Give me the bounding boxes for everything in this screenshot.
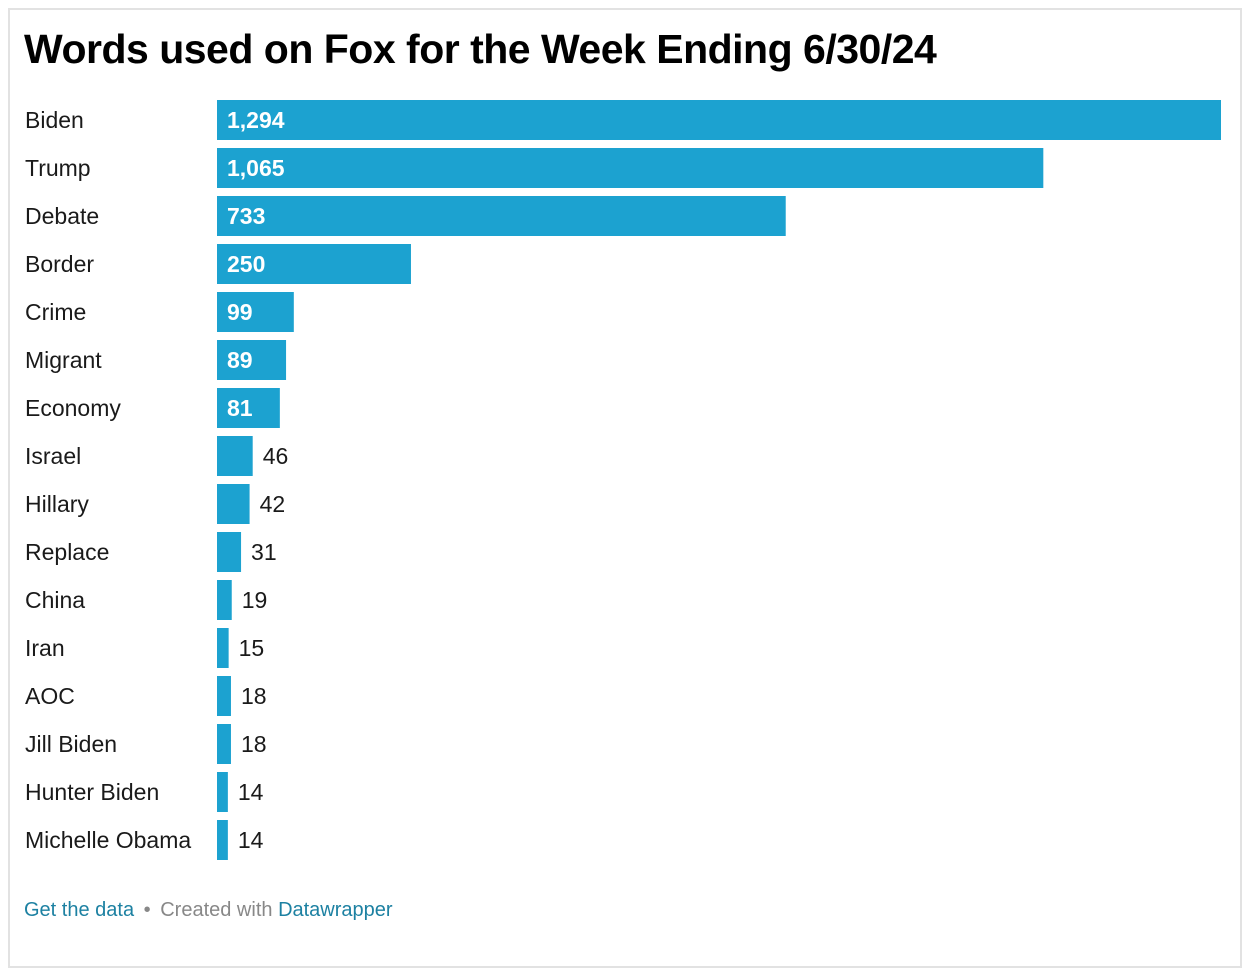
value-label-debate: 733 [227,203,265,229]
bar-aoc [217,676,231,716]
category-label-hunter-biden: Hunter Biden [25,779,159,805]
value-label-biden: 1,294 [227,107,285,133]
value-label-migrant: 89 [227,347,253,373]
bar-hillary [217,484,250,524]
created-with-text: Created with [160,899,273,921]
bar-border [217,244,411,284]
footer-separator: • [143,899,151,921]
value-label-trump: 1,065 [227,155,285,181]
value-label-replace: 31 [251,539,277,565]
value-label-iran: 15 [239,635,265,661]
category-label-debate: Debate [25,203,99,229]
category-label-border: Border [25,251,94,277]
bar-michelle-obama [217,820,228,860]
category-label-hillary: Hillary [25,491,89,517]
category-label-migrant: Migrant [25,347,102,373]
bar-jill-biden [217,724,231,764]
value-label-aoc: 18 [241,683,267,709]
value-label-border: 250 [227,251,265,277]
category-label-israel: Israel [25,443,81,469]
bar-replace [217,532,242,572]
category-label-china: China [25,587,85,613]
datawrapper-link[interactable]: Datawrapper [278,899,393,921]
category-label-replace: Replace [25,539,109,565]
value-label-jill-biden: 18 [241,731,267,757]
bar-iran [217,628,229,668]
category-label-jill-biden: Jill Biden [25,731,117,757]
chart-title: Words used on Fox for the Week Ending 6/… [24,26,937,72]
bar-migrant [217,340,287,380]
bar-israel [217,436,253,476]
value-label-israel: 46 [263,443,289,469]
category-label-iran: Iran [25,635,65,661]
value-label-crime: 99 [227,299,253,325]
value-label-economy: 81 [227,395,253,421]
chart-footer: Get the data • Created with Datawrapper [24,899,393,922]
bar-china [217,580,232,620]
bar-trump [217,148,1044,188]
bar-biden [217,100,1221,140]
value-label-china: 19 [242,587,268,613]
bar-crime [217,292,294,332]
bar-chart: Biden 1,294 Trump 1,065 Debate 733 Border 250 Cr… [25,100,1221,860]
category-label-aoc: AOC [25,683,75,709]
bar-economy [217,388,280,428]
value-label-hunter-biden: 14 [238,779,264,805]
category-label-economy: Economy [25,395,121,421]
category-label-crime: Crime [25,299,86,325]
bar-hunter-biden [217,772,228,812]
category-label-michelle-obama: Michelle Obama [25,827,191,853]
get-the-data-link[interactable]: Get the data [24,899,135,921]
category-label-trump: Trump [25,155,91,181]
bar-debate [217,196,786,236]
value-label-hillary: 42 [260,491,286,517]
value-label-michelle-obama: 14 [238,827,264,853]
category-label-biden: Biden [25,107,84,133]
